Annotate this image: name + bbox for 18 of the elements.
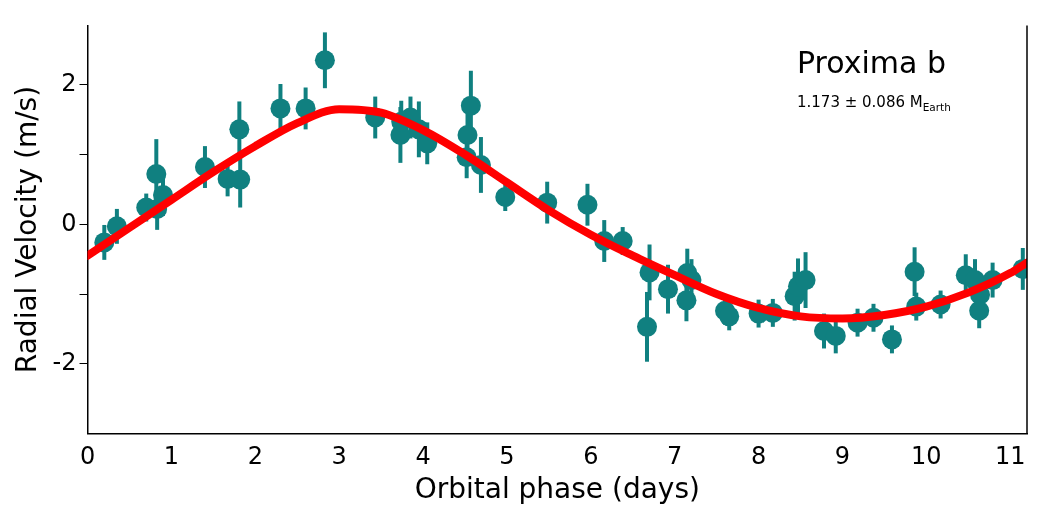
annotation: Proxima b [797,45,946,81]
y-tick-label: 2 [61,68,77,97]
x-tick-label: 2 [247,442,263,471]
y-tick-label: 0 [61,208,77,237]
x-tick-label: 10 [911,442,942,471]
x-tick-label: 3 [331,442,347,471]
x-tick-label: 5 [499,442,515,471]
x-tick-label: 8 [750,442,767,471]
x-tick-label: 0 [79,442,96,471]
x-tick-label: 11 [994,442,1026,471]
x-tick-label: 7 [667,442,683,471]
x-tick-label: 6 [583,442,599,471]
y-tick-label: -2 [52,348,77,377]
y-axis-title: Radial Velocity (m/s) [10,85,44,374]
x-axis-title: Orbital phase (days) [414,472,700,506]
x-tick-label: 4 [415,442,431,471]
x-tick-label: 9 [834,442,851,471]
x-tick-label: 1 [163,442,180,471]
